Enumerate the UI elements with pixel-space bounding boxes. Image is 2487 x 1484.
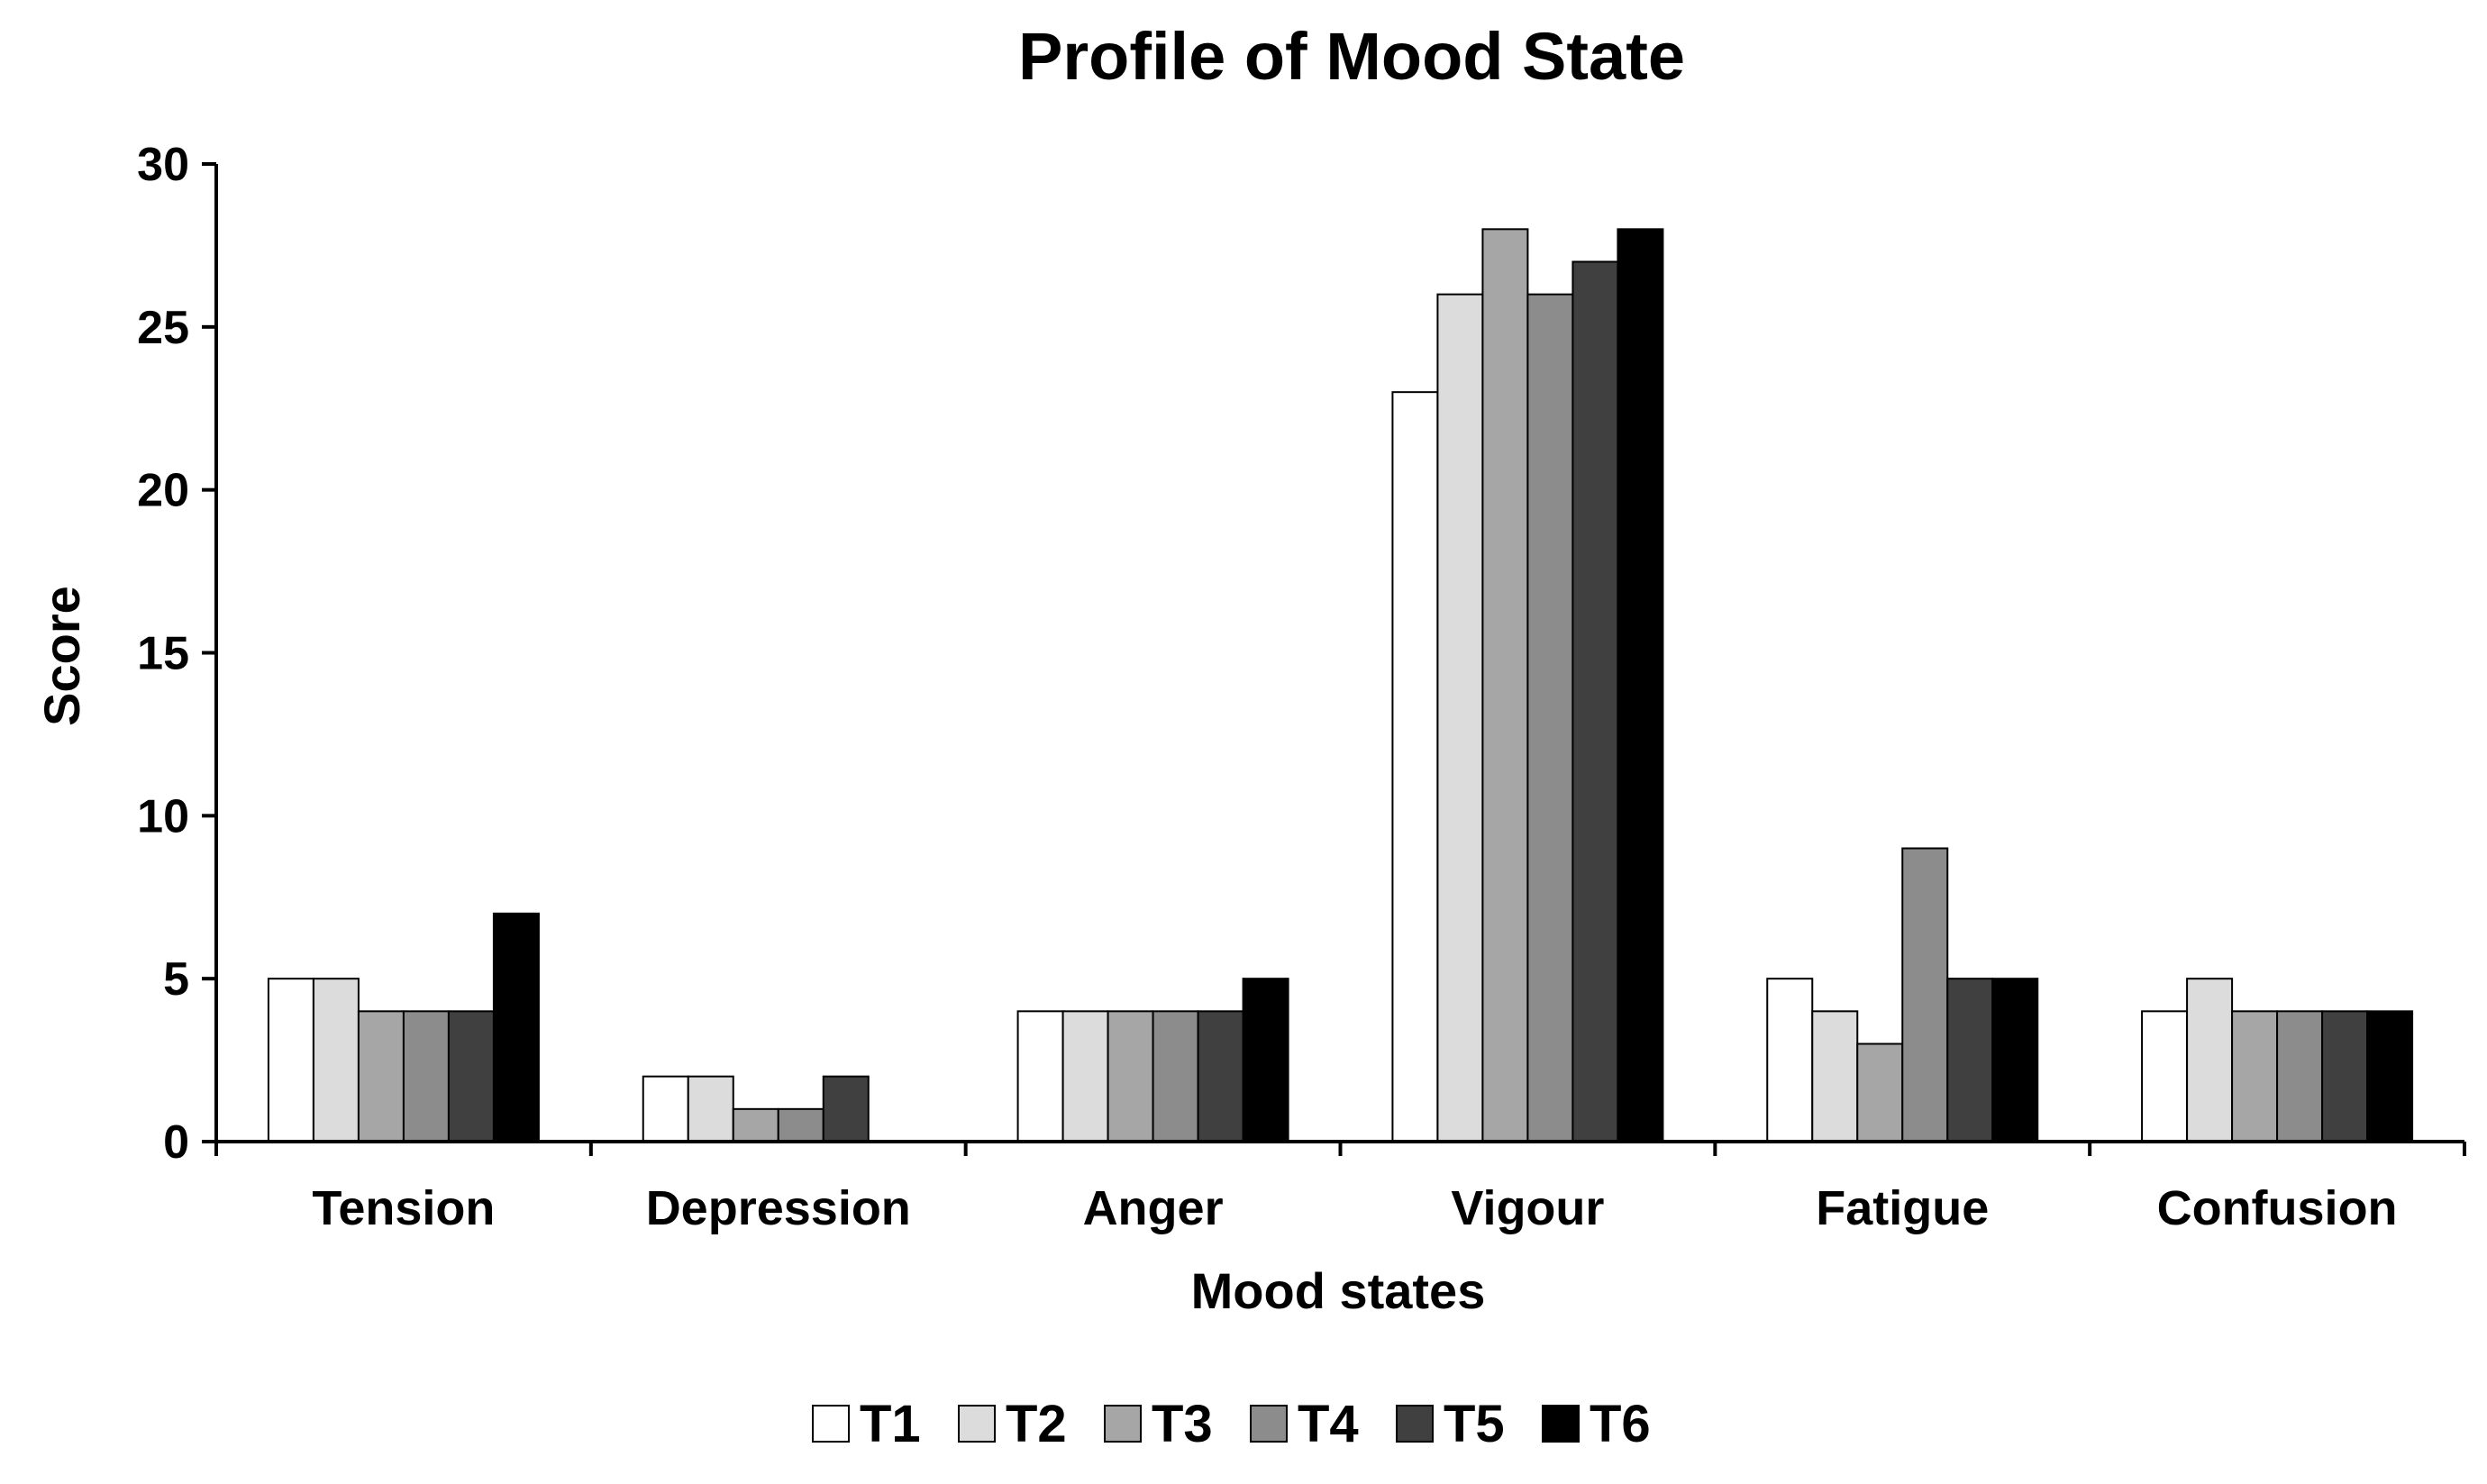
bar-tension-t1: [267, 978, 314, 1143]
bar-anger-t4: [1152, 1010, 1199, 1143]
y-ticks-group: 0 5 10 15 20 25 30: [137, 139, 216, 1169]
category-label-confusion: Confusion: [2157, 1181, 2398, 1235]
category-label-depression: Depression: [646, 1181, 911, 1235]
y-tick-label: 20: [137, 465, 189, 517]
y-tick-label: 10: [137, 790, 189, 842]
bar-vigour-t4: [1526, 293, 1574, 1143]
legend-swatch-t2: [958, 1405, 996, 1443]
legend-label-t3: T3: [1152, 1395, 1213, 1453]
legend-label-t4: T4: [1298, 1395, 1359, 1453]
bar-vigour-t2: [1436, 293, 1484, 1143]
bar-vigour-t3: [1481, 228, 1529, 1143]
bar-confusion-t6: [2366, 1010, 2414, 1143]
bar-fatigue-t1: [1766, 978, 1814, 1143]
category-label-fatigue: Fatigue: [1816, 1181, 1989, 1235]
bar-fatigue-t6: [1991, 978, 2039, 1143]
category-label-anger: Anger: [1083, 1181, 1224, 1235]
legend-label-t5: T5: [1444, 1395, 1505, 1453]
bar-fatigue-t3: [1856, 1042, 1904, 1143]
y-tick-label: 15: [137, 628, 189, 680]
legend-label-t2: T2: [1006, 1395, 1067, 1453]
bars-group: [267, 228, 2414, 1143]
bar-confusion-t3: [2231, 1010, 2279, 1143]
bar-confusion-t2: [2186, 978, 2234, 1143]
bar-tension-t3: [357, 1010, 405, 1143]
bar-tension-t5: [447, 1010, 495, 1143]
bar-tension-t6: [492, 912, 540, 1143]
legend-swatch-t3: [1104, 1405, 1142, 1443]
y-tick-label: 25: [137, 302, 189, 354]
y-tick-label: 0: [163, 1116, 189, 1169]
bar-fatigue-t5: [1946, 978, 1994, 1143]
bar-confusion-t5: [2321, 1010, 2369, 1143]
bar-anger-t5: [1197, 1010, 1244, 1143]
bar-depression-t3: [732, 1107, 779, 1143]
bar-fatigue-t2: [1811, 1010, 1859, 1143]
legend-label-t1: T1: [860, 1395, 921, 1453]
bar-vigour-t1: [1391, 391, 1439, 1143]
bar-vigour-t6: [1617, 228, 1664, 1143]
y-axis-label: Score: [33, 586, 90, 726]
legend-swatch-t1: [812, 1405, 850, 1443]
category-label-vigour: Vigour: [1451, 1181, 1604, 1235]
category-label-tension: Tension: [312, 1181, 495, 1235]
bar-tension-t4: [402, 1010, 450, 1143]
y-tick-label: 5: [163, 953, 189, 1006]
bar-depression-t2: [687, 1075, 734, 1143]
y-tick-label: 30: [137, 139, 189, 191]
x-axis-label: Mood states: [1191, 1262, 1486, 1319]
legend-label-t6: T6: [1590, 1395, 1651, 1453]
bar-depression-t5: [822, 1075, 870, 1143]
bar-vigour-t5: [1571, 260, 1619, 1143]
bar-fatigue-t4: [1901, 847, 1949, 1143]
x-ticks-group: Tension Depression Anger Vigour Fatigue Confu…: [214, 1142, 2466, 1235]
bar-confusion-t1: [2141, 1010, 2189, 1143]
bar-depression-t1: [642, 1075, 689, 1143]
legend-swatch-t6: [1542, 1405, 1580, 1443]
bar-confusion-t4: [2276, 1010, 2324, 1143]
bar-anger-t2: [1061, 1010, 1109, 1143]
legend-swatch-t5: [1396, 1405, 1434, 1443]
bar-anger-t6: [1242, 978, 1289, 1143]
legend: T1 T2 T3 T4 T5 T6: [812, 1395, 1651, 1453]
bar-anger-t3: [1107, 1010, 1154, 1143]
bar-tension-t2: [312, 978, 360, 1143]
chart-title: Profile of Mood State: [1018, 19, 1685, 94]
bar-depression-t4: [777, 1107, 824, 1143]
bar-anger-t1: [1016, 1010, 1064, 1143]
legend-swatch-t4: [1250, 1405, 1288, 1443]
